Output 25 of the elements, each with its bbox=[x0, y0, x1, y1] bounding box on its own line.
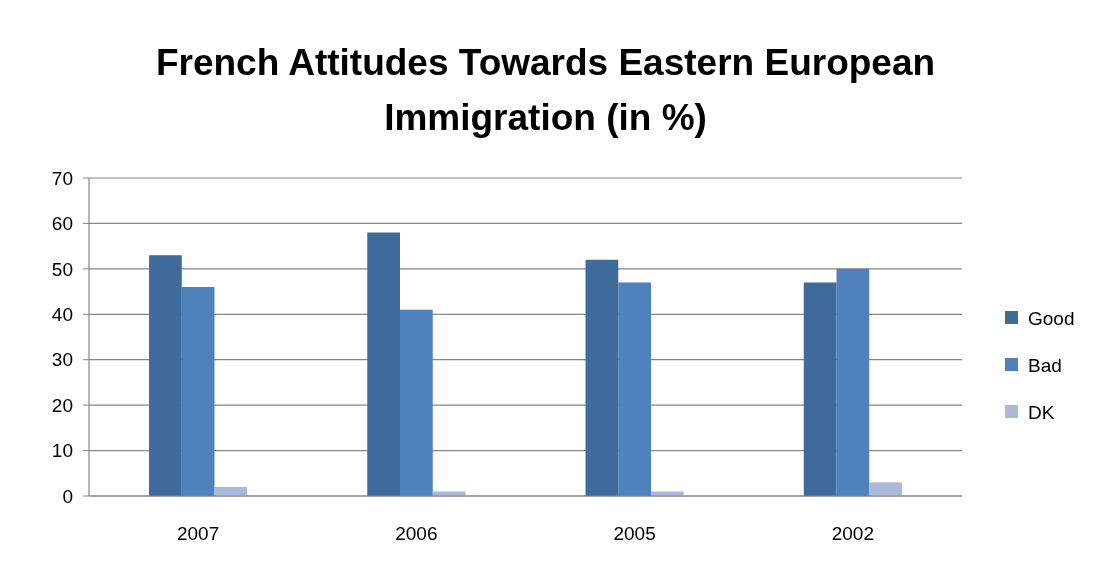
legend-label: Good bbox=[1028, 307, 1075, 329]
legend-label: DK bbox=[1028, 401, 1055, 423]
bar bbox=[181, 287, 215, 496]
y-tick-label: 30 bbox=[51, 349, 73, 371]
chart-title: French Attitudes Towards Eastern European Immigration (in %) bbox=[155, 42, 936, 138]
bar bbox=[803, 282, 837, 496]
bar bbox=[618, 282, 651, 496]
x-tick-label: 2002 bbox=[831, 523, 875, 544]
x-tick-label: 2007 bbox=[176, 523, 220, 544]
bar bbox=[836, 268, 870, 496]
y-tick-label: 40 bbox=[51, 303, 73, 325]
y-tick-label: 70 bbox=[51, 167, 73, 189]
bar bbox=[149, 255, 182, 496]
bar bbox=[585, 259, 619, 496]
x-tick-label: 2006 bbox=[395, 523, 438, 544]
bar bbox=[400, 309, 433, 496]
bar bbox=[367, 232, 401, 496]
y-tick-label: 0 bbox=[62, 485, 73, 507]
legend-label: Bad bbox=[1028, 354, 1062, 376]
bar bbox=[869, 482, 902, 496]
y-tick-label: 10 bbox=[51, 440, 73, 462]
x-tick-label: 2005 bbox=[613, 523, 656, 544]
y-tick-label: 60 bbox=[51, 213, 73, 235]
y-tick-label: 50 bbox=[51, 258, 73, 280]
y-tick-label: 20 bbox=[51, 394, 73, 416]
